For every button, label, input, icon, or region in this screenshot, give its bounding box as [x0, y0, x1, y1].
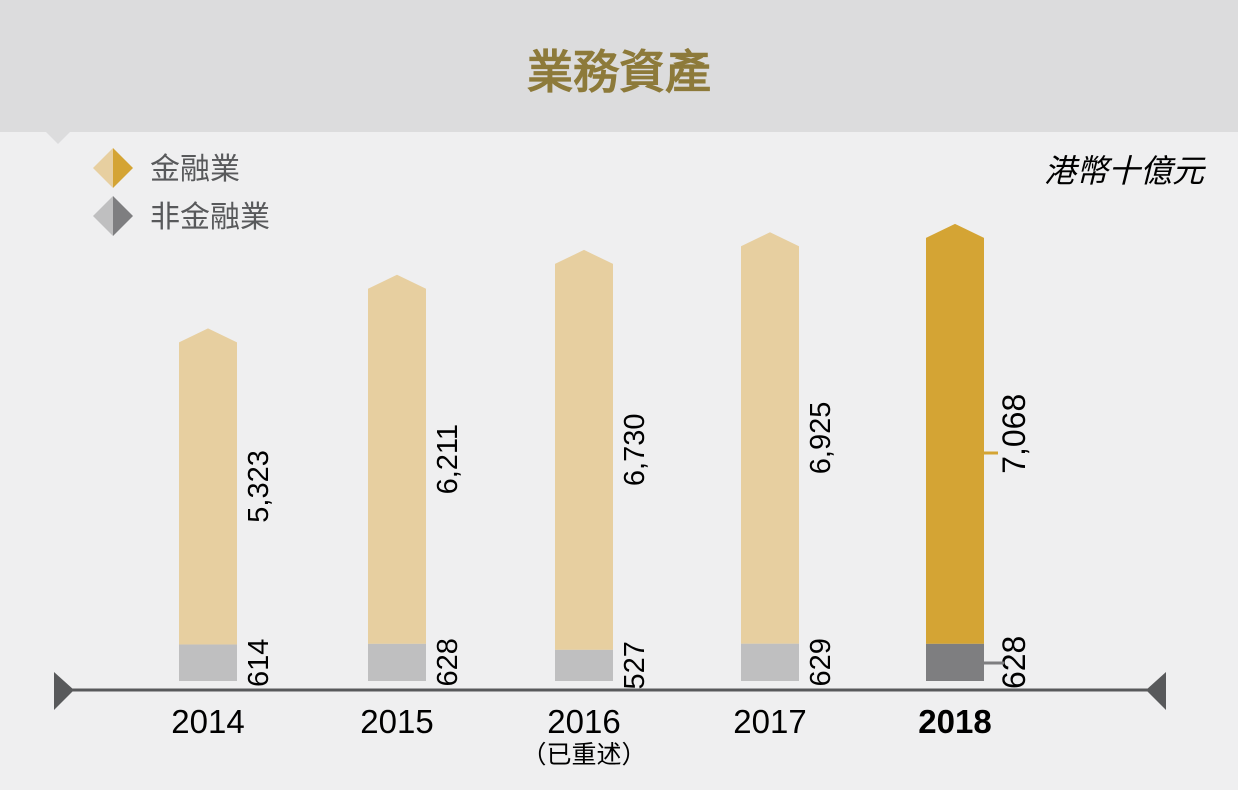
bar-non-financial-2015	[368, 643, 426, 681]
title-banner	[0, 0, 1238, 144]
data-label-non-financial-2014: 614	[243, 639, 275, 687]
data-label-financial-2017: 6,925	[805, 402, 837, 475]
bar-financial-2015	[368, 274, 426, 644]
data-label-financial-2018: 7,068	[996, 394, 1032, 474]
bar-financial-2014	[179, 328, 237, 645]
legend-label-financial: 金融業	[150, 152, 240, 187]
data-label-financial-2016: 6,730	[619, 414, 651, 487]
x-tick-label-2016: 2016	[547, 703, 620, 740]
data-label-financial-2014: 5,323	[243, 450, 275, 523]
bar-non-financial-2014	[179, 644, 237, 681]
legend: 金融業 非金融業	[93, 148, 270, 236]
bar-non-financial-2017	[741, 643, 799, 681]
data-label-financial-2015: 6,211	[432, 424, 464, 494]
x-axis	[54, 672, 1166, 710]
x-tick-label-2014: 2014	[171, 703, 244, 740]
x-tick-labels: 2014 2015 2016（已重述） 2017 2018	[171, 703, 991, 769]
bar-financial-2017	[741, 232, 799, 644]
x-tick-label-2015: 2015	[360, 703, 433, 740]
bar-financial-2016	[555, 249, 613, 650]
bar-non-financial-2018	[926, 643, 984, 681]
bar-financial-2018	[926, 223, 984, 644]
axis-arrow-right-icon	[1146, 672, 1166, 710]
legend-swatch-non-financial	[93, 196, 133, 236]
data-label-non-financial-2017: 629	[805, 638, 837, 686]
axis-arrow-left-icon	[54, 672, 74, 710]
data-label-non-financial-2015: 628	[432, 638, 464, 686]
legend-swatch-financial	[93, 148, 133, 188]
x-tick-label-2018: 2018	[918, 703, 991, 740]
x-tick-label-2017: 2017	[733, 703, 806, 740]
data-label-non-financial-2016: 527	[619, 641, 651, 689]
chart-title: 業務資產	[527, 45, 711, 99]
legend-label-non-financial: 非金融業	[150, 200, 270, 235]
unit-label: 港幣十億元	[1044, 152, 1206, 190]
bar-non-financial-2016	[555, 649, 613, 681]
x-tick-note-2016: （已重述）	[521, 740, 646, 769]
